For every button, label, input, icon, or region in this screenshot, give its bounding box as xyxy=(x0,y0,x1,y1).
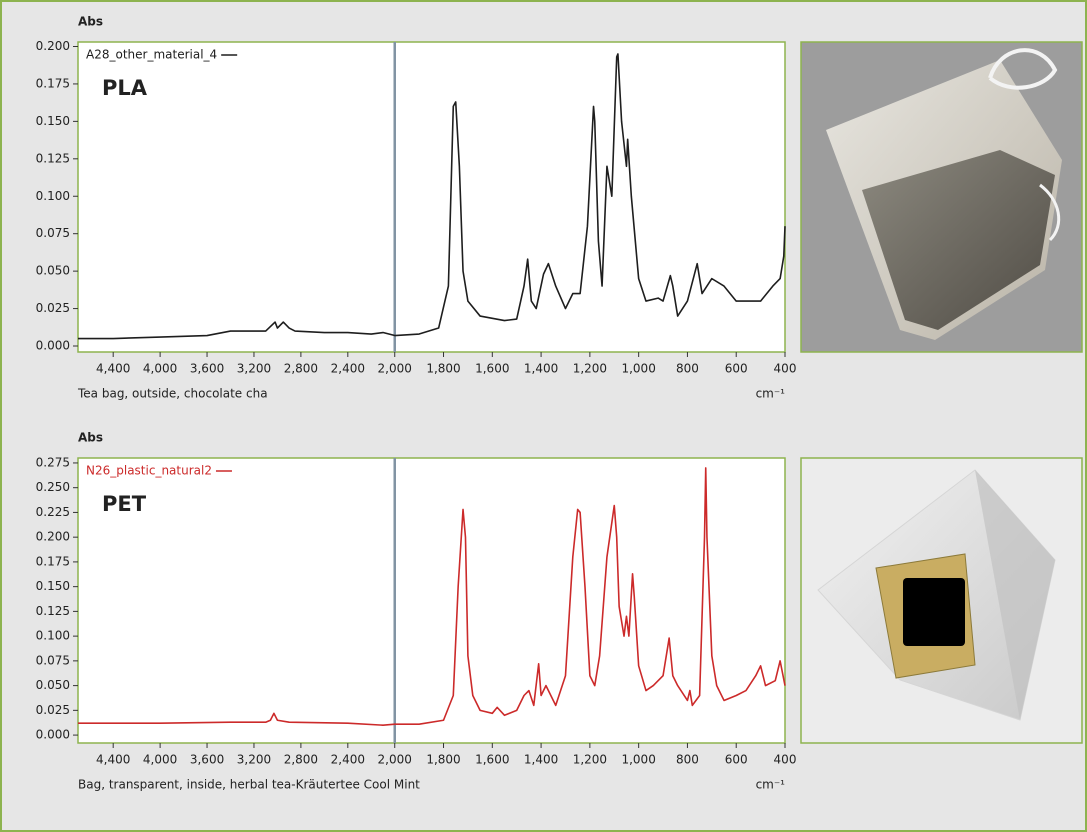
y-tick-label: 0.025 xyxy=(36,301,70,315)
x-tick-label: 4,000 xyxy=(143,753,177,767)
x-tick-label: 1,400 xyxy=(524,362,558,376)
y-tick-label: 0.175 xyxy=(36,76,70,90)
y-tick-label: 0.200 xyxy=(36,39,70,53)
x-tick-label: 400 xyxy=(774,362,797,376)
x-tick-label: 400 xyxy=(774,753,797,767)
y-tick-label: 0.000 xyxy=(36,728,70,742)
y-tick-label: 0.050 xyxy=(36,264,70,278)
x-tick-label: 600 xyxy=(725,753,748,767)
x-tick-label: 2,000 xyxy=(378,753,412,767)
y-axis-label: Abs xyxy=(78,431,103,445)
annotation: PLA xyxy=(102,76,148,100)
x-axis-unit: cm⁻¹ xyxy=(756,778,786,792)
figure: Abs 0.000 0.025 0.050 0.075 0.100 0.125 0.150 0.… xyxy=(0,0,1087,832)
x-tick-label: 1,800 xyxy=(426,362,460,376)
chart: Abs 0.000 0.025 0.050 0.075 0.100 0.125 0.150 0.… xyxy=(36,15,797,401)
y-tick-label: 0.150 xyxy=(36,114,70,128)
x-tick-label: 1,000 xyxy=(621,362,655,376)
x-tick-label: 4,000 xyxy=(143,362,177,376)
x-tick-label: 1,400 xyxy=(524,753,558,767)
x-tick-label: 2,800 xyxy=(284,753,318,767)
x-tick-label: 3,200 xyxy=(237,362,271,376)
x-tick-label: 1,600 xyxy=(475,753,509,767)
y-tick-label: 0.250 xyxy=(36,480,70,494)
x-tick-label: 800 xyxy=(676,753,699,767)
x-tick-label: 2,000 xyxy=(378,362,412,376)
x-tick-label: 4,400 xyxy=(96,753,130,767)
x-tick-label: 1,800 xyxy=(426,753,460,767)
y-tick-label: 0.075 xyxy=(36,653,70,667)
x-tick-label: 2,400 xyxy=(331,753,365,767)
x-tick-label: 3,200 xyxy=(237,753,271,767)
x-tick-label: 600 xyxy=(725,362,748,376)
y-axis-label: Abs xyxy=(78,15,103,29)
photo-pla-teabag xyxy=(801,42,1082,352)
x-tick-label: 1,200 xyxy=(573,362,607,376)
x-tick-label: 1,000 xyxy=(621,753,655,767)
legend-label: N26_plastic_natural2 xyxy=(86,464,212,478)
y-tick-label: 0.125 xyxy=(36,604,70,618)
y-tick-label: 0.100 xyxy=(36,629,70,643)
chart: Abs 0.000 0.025 0.050 0.075 0.100 0.125 0.150 0.… xyxy=(36,431,797,792)
photo-pet-teabag xyxy=(801,458,1082,743)
plot-area xyxy=(78,42,785,352)
y-tick-label: 0.150 xyxy=(36,579,70,593)
y-tick-label: 0.175 xyxy=(36,554,70,568)
y-tick-label: 0.100 xyxy=(36,189,70,203)
y-tick-label: 0.125 xyxy=(36,151,70,165)
y-tick-label: 0.025 xyxy=(36,703,70,717)
y-tick-label: 0.200 xyxy=(36,530,70,544)
x-tick-label: 1,600 xyxy=(475,362,509,376)
x-tick-label: 2,400 xyxy=(331,362,365,376)
x-axis-unit: cm⁻¹ xyxy=(756,387,786,401)
caption: Tea bag, outside, chocolate cha xyxy=(77,387,268,401)
y-tick-label: 0.050 xyxy=(36,678,70,692)
x-tick-label: 2,800 xyxy=(284,362,318,376)
legend-label: A28_other_material_4 xyxy=(86,48,217,62)
caption: Bag, transparent, inside, herbal tea-Krä… xyxy=(78,778,420,792)
annotation: PET xyxy=(102,492,147,516)
page: {"chart_data": [ {"type": "line", "y_lab… xyxy=(0,0,1087,832)
x-tick-label: 800 xyxy=(676,362,699,376)
x-tick-label: 1,200 xyxy=(573,753,607,767)
x-tick-label: 4,400 xyxy=(96,362,130,376)
x-tick-label: 3,600 xyxy=(190,753,224,767)
plot-area xyxy=(78,458,785,743)
y-tick-label: 0.075 xyxy=(36,226,70,240)
x-tick-label: 3,600 xyxy=(190,362,224,376)
y-tick-label: 0.275 xyxy=(36,455,70,469)
y-tick-label: 0.225 xyxy=(36,505,70,519)
y-tick-label: 0.000 xyxy=(36,339,70,353)
